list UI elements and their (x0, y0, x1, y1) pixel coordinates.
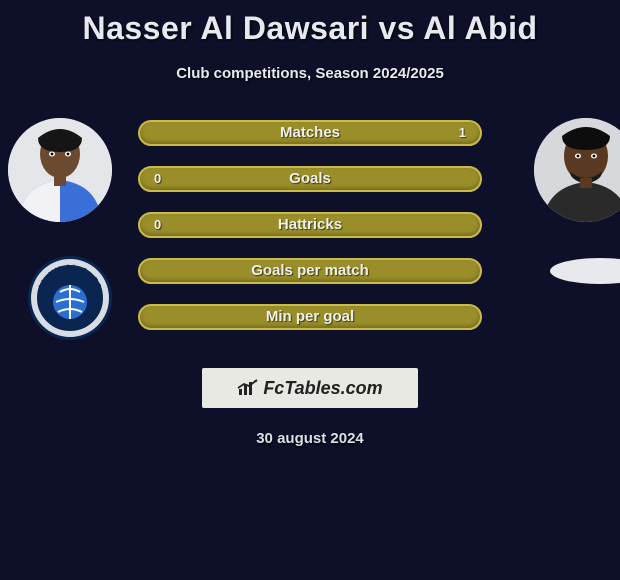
club-right-logo (550, 258, 620, 284)
chart-icon (237, 379, 259, 397)
stat-bars: Matches 1 0 Goals 0 Hattricks Goals per … (138, 120, 482, 350)
stat-bar-hattricks: 0 Hattricks (138, 212, 482, 238)
stat-label: Matches (140, 122, 480, 144)
stat-bar-goals-per-match: Goals per match (138, 258, 482, 284)
stat-label: Goals (140, 168, 480, 190)
club-left-logo: AL HILAL S. FC 1957 (28, 256, 112, 340)
brand-box: FcTables.com (202, 368, 418, 408)
player-left-avatar (8, 118, 112, 222)
brand-text: FcTables.com (263, 378, 382, 399)
page-subtitle: Club competitions, Season 2024/2025 (0, 65, 620, 82)
player-right-avatar (534, 118, 620, 222)
snapshot-date: 30 august 2024 (0, 430, 620, 447)
stat-right-value: 1 (459, 122, 466, 144)
stat-label: Goals per match (140, 260, 480, 282)
stat-label: Min per goal (140, 306, 480, 328)
stat-bar-goals: 0 Goals (138, 166, 482, 192)
svg-text:1957: 1957 (62, 325, 78, 332)
stat-bar-min-per-goal: Min per goal (138, 304, 482, 330)
comparison-content: AL HILAL S. FC 1957 Matches 1 0 Goals 0 … (0, 118, 620, 358)
stat-label: Hattricks (140, 214, 480, 236)
stat-bar-matches: Matches 1 (138, 120, 482, 146)
page-title: Nasser Al Dawsari vs Al Abid (0, 0, 620, 47)
